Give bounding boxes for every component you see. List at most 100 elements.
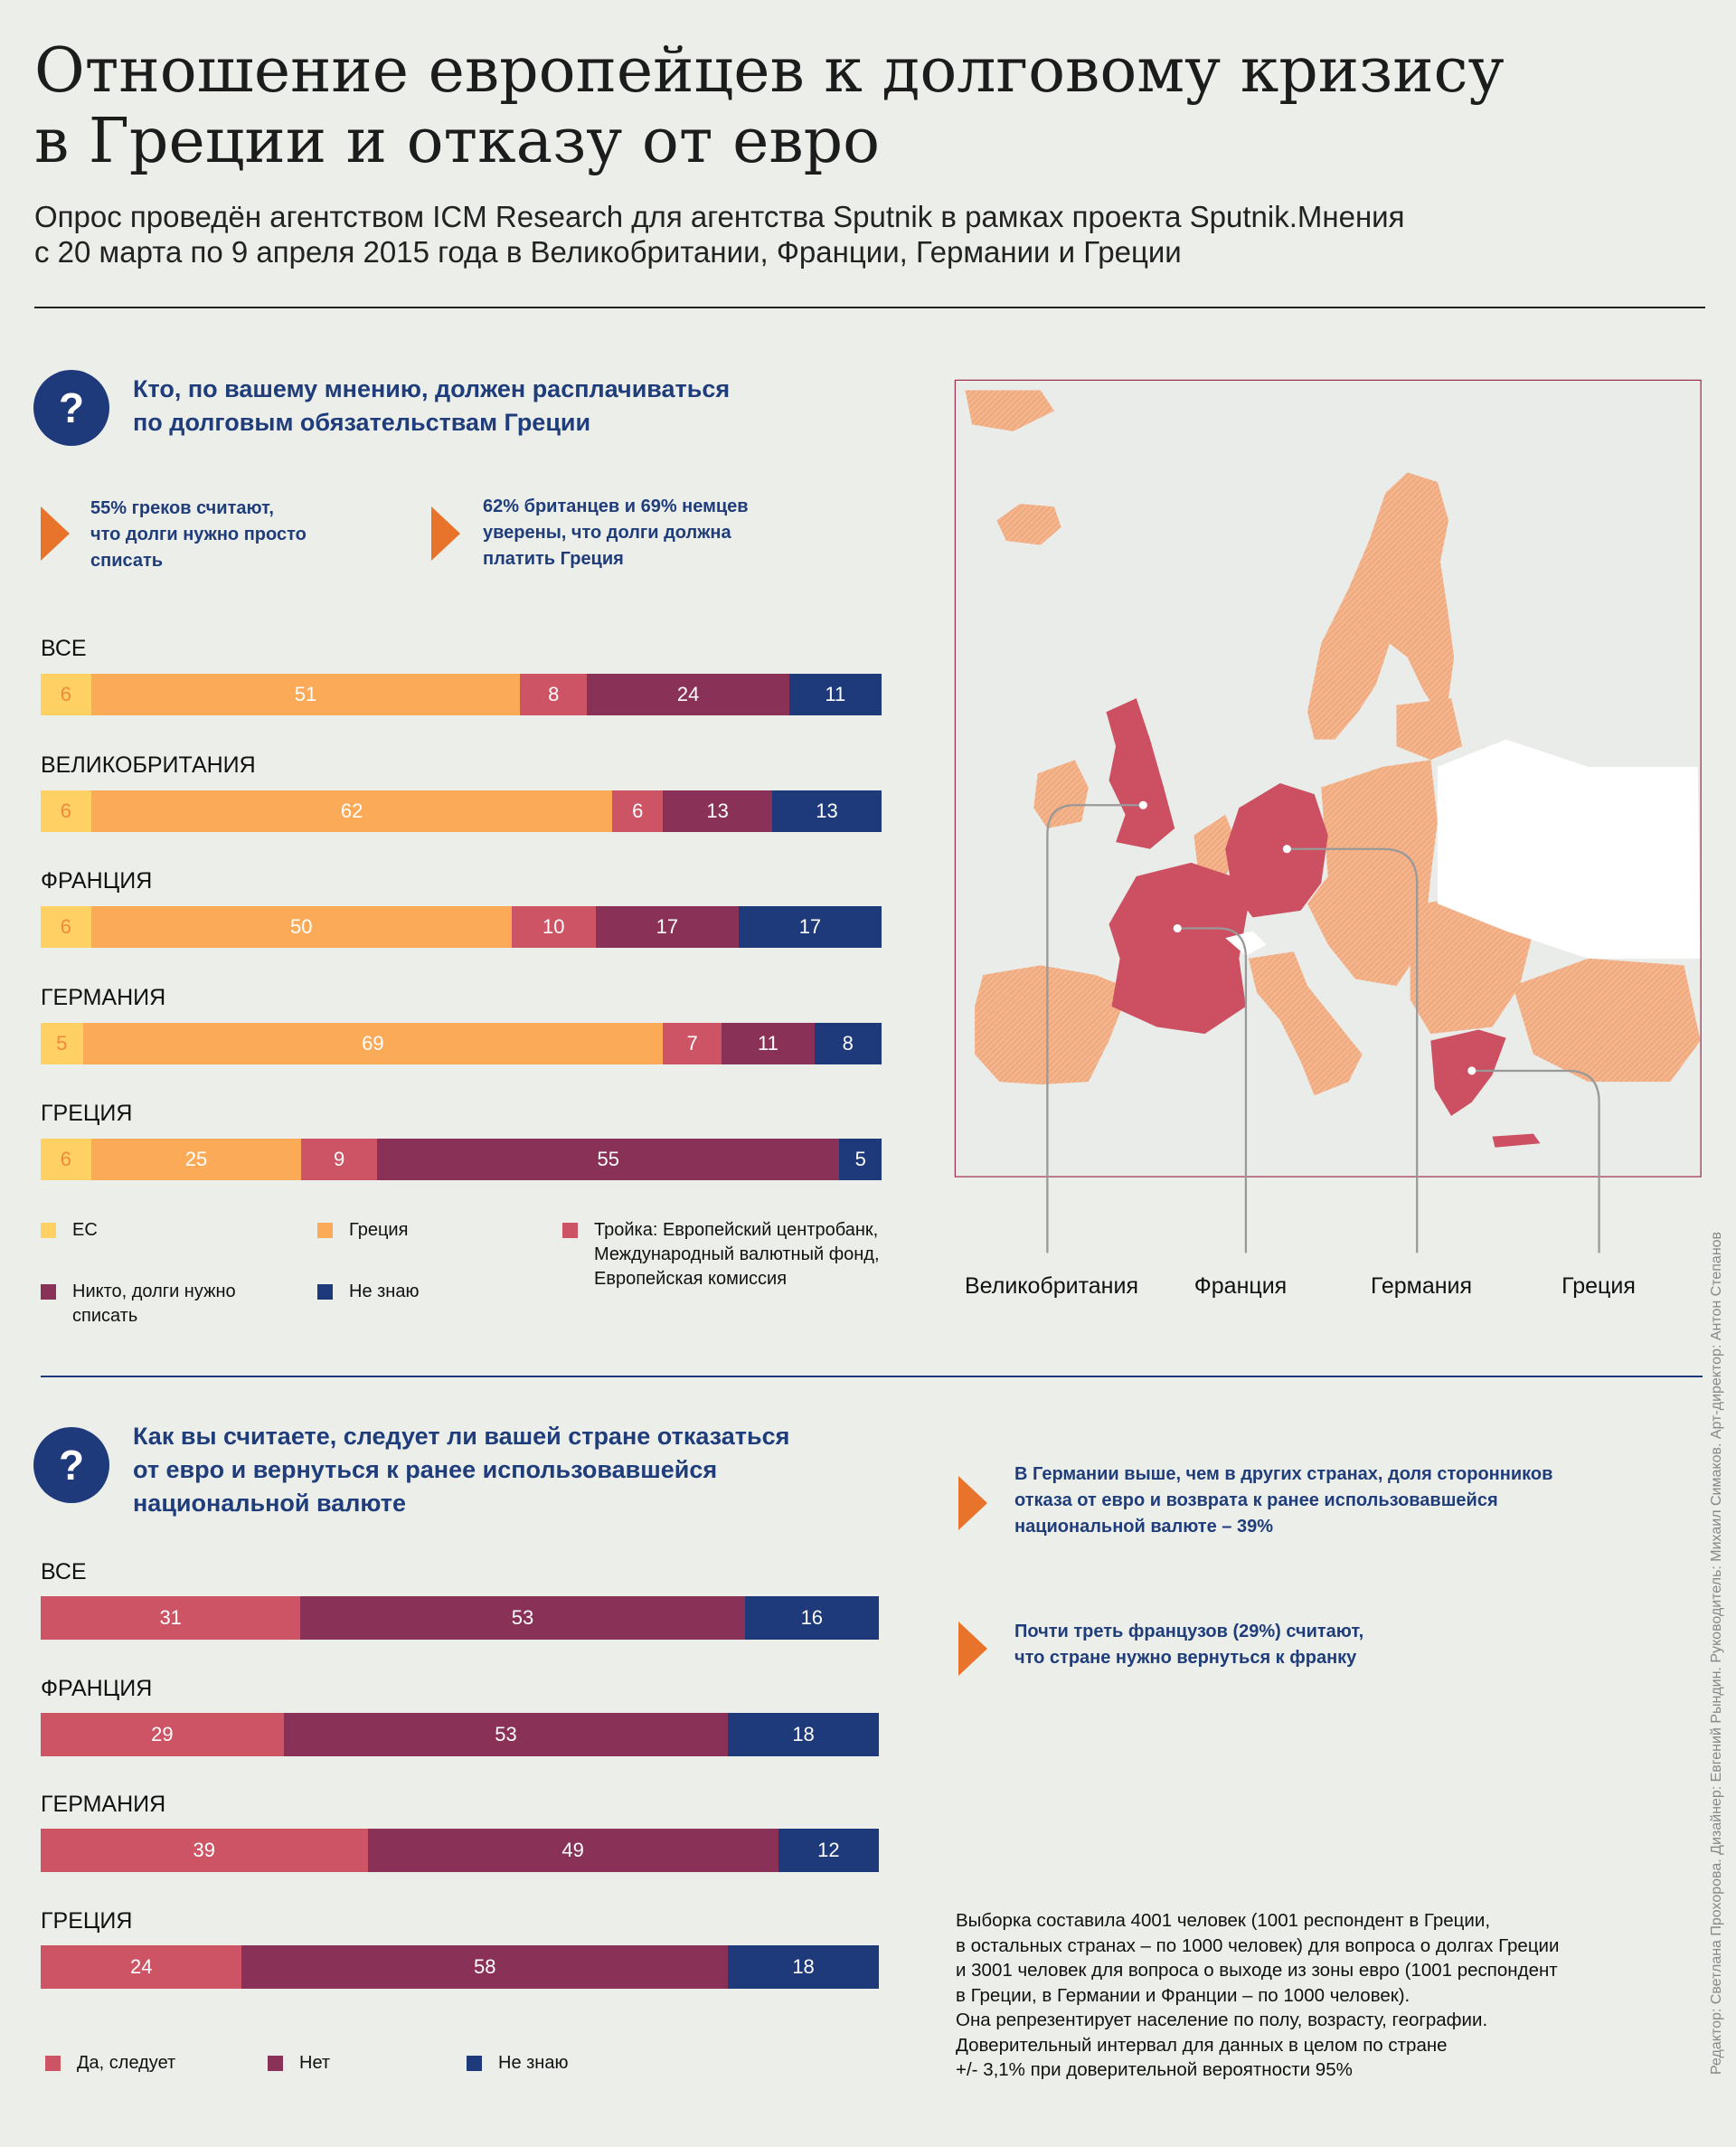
subtitle-line-1: Опрос проведён агентством ICM Research д… — [34, 200, 1405, 233]
legend-label-line: Не знаю — [498, 2053, 569, 2073]
legend-swatch — [45, 2056, 61, 2071]
map-scandinavia — [1307, 472, 1455, 740]
callout-line: отказа от евро и возврата к ранее исполь… — [1014, 1490, 1498, 1510]
stacked-bar: 5 69 7 11 8 — [41, 1022, 882, 1064]
legend-label: Тройка: Европейский центробанк, Междунаро… — [594, 1218, 880, 1291]
map-iberia — [975, 965, 1130, 1085]
category-label: ВСЕ — [41, 636, 87, 661]
bar-segment: 13 — [772, 790, 882, 832]
map-white-east — [1437, 739, 1701, 959]
bar-segment: 17 — [595, 906, 739, 948]
methodology-note: Выборка составила 4001 человек (1001 рес… — [956, 1908, 1643, 2083]
bar-segment: 24 — [587, 674, 789, 715]
arrow-icon — [958, 1476, 987, 1530]
callout-3: В Германии выше, чем в других странах, д… — [1014, 1461, 1552, 1540]
legend-item: Да, следует — [45, 2051, 175, 2076]
map-crete — [1492, 1133, 1541, 1148]
credits: Редактор: Светлана Прохорова. Дизайнер: … — [1709, 1231, 1724, 2075]
category-label: ГРЕЦИЯ — [41, 1101, 133, 1126]
legend-label-line: Никто, долги нужно — [72, 1282, 236, 1301]
bar-segment: 12 — [778, 1829, 879, 1872]
note-line: в остальных странах – по 1000 человек) д… — [956, 1934, 1560, 1956]
question-2-line-2: от евро и вернуться к ранее использовавш… — [133, 1456, 718, 1483]
subtitle-line-2: с 20 марта по 9 апреля 2015 года в Велик… — [34, 235, 1182, 269]
legend-swatch — [317, 1284, 333, 1300]
map-label-uk: Великобритания — [965, 1273, 1138, 1299]
section-divider — [41, 1376, 1703, 1377]
legend-label: Да, следует — [77, 2051, 175, 2076]
bar-segment: 17 — [738, 906, 882, 948]
legend-swatch — [41, 1284, 56, 1300]
question-2-line-3: национальной валюте — [133, 1490, 407, 1517]
page-title: Отношение европейцев к долговому кризису… — [34, 36, 1662, 177]
bar-segment: 6 — [41, 790, 91, 832]
question-1-line-1: Кто, по вашему мнению, должен расплачива… — [133, 375, 731, 402]
callout-line: списать — [90, 551, 164, 571]
map-label-france: Франция — [1194, 1273, 1288, 1299]
category-label: ГРЕЦИЯ — [41, 1907, 133, 1934]
legend-item: Никто, долги нужно списать — [41, 1280, 236, 1329]
legend-label-line: Европейская комиссия — [594, 1269, 788, 1289]
legend-swatch — [268, 2056, 283, 2071]
category-label: ГЕРМАНИЯ — [41, 1792, 166, 1817]
bar-segment: 9 — [301, 1139, 377, 1180]
legend-label-line: Греция — [349, 1220, 409, 1240]
bar-segment: 11 — [788, 674, 882, 715]
callout-line: что долги нужно просто — [90, 525, 307, 544]
stacked-bar: 6 50 10 17 17 — [41, 906, 882, 948]
map-italy — [1248, 951, 1363, 1096]
bar-segment: 55 — [376, 1139, 840, 1180]
map-iceland — [996, 504, 1061, 545]
legend-label: Никто, долги нужно списать — [72, 1280, 236, 1329]
legend-swatch — [41, 1223, 56, 1238]
bar-segment: 39 — [41, 1829, 368, 1872]
legend-label: Не знаю — [498, 2051, 568, 2076]
bar-segment: 11 — [722, 1022, 815, 1064]
bar-segment: 58 — [241, 1944, 729, 1989]
stacked-bar: 31 53 16 — [41, 1596, 879, 1640]
note-line: +/- 3,1% при доверительной вероятности 9… — [956, 2059, 1353, 2080]
bar-segment: 24 — [41, 1944, 242, 1989]
stacked-bar: 29 53 18 — [41, 1712, 879, 1756]
question-2-line-1: Как вы считаете, следует ли вашей стране… — [133, 1423, 790, 1450]
legend-swatch — [562, 1223, 578, 1238]
bar-segment: 31 — [41, 1596, 301, 1640]
bar-segment: 18 — [728, 1944, 879, 1989]
bar-segment: 69 — [82, 1022, 664, 1064]
map-uk — [1106, 698, 1175, 849]
legend-label: ЕС — [72, 1218, 98, 1243]
legend-label: Нет — [299, 2051, 330, 2076]
note-line: Доверительный интервал для данных в цело… — [956, 2034, 1448, 2056]
map-central-east — [1307, 760, 1438, 987]
leader-line-uk — [1046, 804, 1144, 1253]
question-1-line-2: по долговым обязательствам Греции — [133, 409, 591, 436]
arrow-icon — [958, 1622, 987, 1676]
legend-item: Нет — [268, 2051, 330, 2076]
bar-segment: 29 — [41, 1712, 284, 1756]
leader-line-germany — [1287, 847, 1419, 1253]
bar-segment: 5 — [839, 1139, 882, 1180]
question-mark-icon: ? — [33, 1427, 109, 1503]
bar-segment: 8 — [814, 1022, 882, 1064]
legend-label: Не знаю — [349, 1280, 419, 1304]
callout-line: 55% греков считают, — [90, 498, 274, 518]
bar-segment: 8 — [520, 674, 588, 715]
leader-line-france — [1177, 927, 1248, 1253]
category-label: ФРАНЦИЯ — [41, 1675, 153, 1701]
callout-line: национальной валюте – 39% — [1014, 1517, 1273, 1537]
bar-segment: 53 — [300, 1596, 745, 1640]
callout-line: платить Греция — [483, 549, 624, 569]
callout-line: В Германии выше, чем в других странах, д… — [1014, 1464, 1553, 1484]
legend-label-line: Да, следует — [77, 2053, 176, 2073]
stacked-bar: 24 58 18 — [41, 1944, 879, 1989]
note-line: Выборка составила 4001 человек (1001 рес… — [956, 1910, 1491, 1931]
callout-4: Почти треть французов (29%) считают, что… — [1014, 1619, 1363, 1671]
callout-2: 62% британцев и 69% немцев уверены, что … — [483, 494, 749, 572]
note-line: и 3001 человек для вопроса о выходе из з… — [956, 1960, 1558, 1981]
bar-segment: 49 — [367, 1829, 778, 1872]
bar-segment: 25 — [90, 1139, 302, 1180]
legend-label-line: ЕС — [72, 1220, 98, 1240]
bar-segment: 6 — [41, 1139, 91, 1180]
map-leader-lines — [1046, 800, 1600, 1253]
